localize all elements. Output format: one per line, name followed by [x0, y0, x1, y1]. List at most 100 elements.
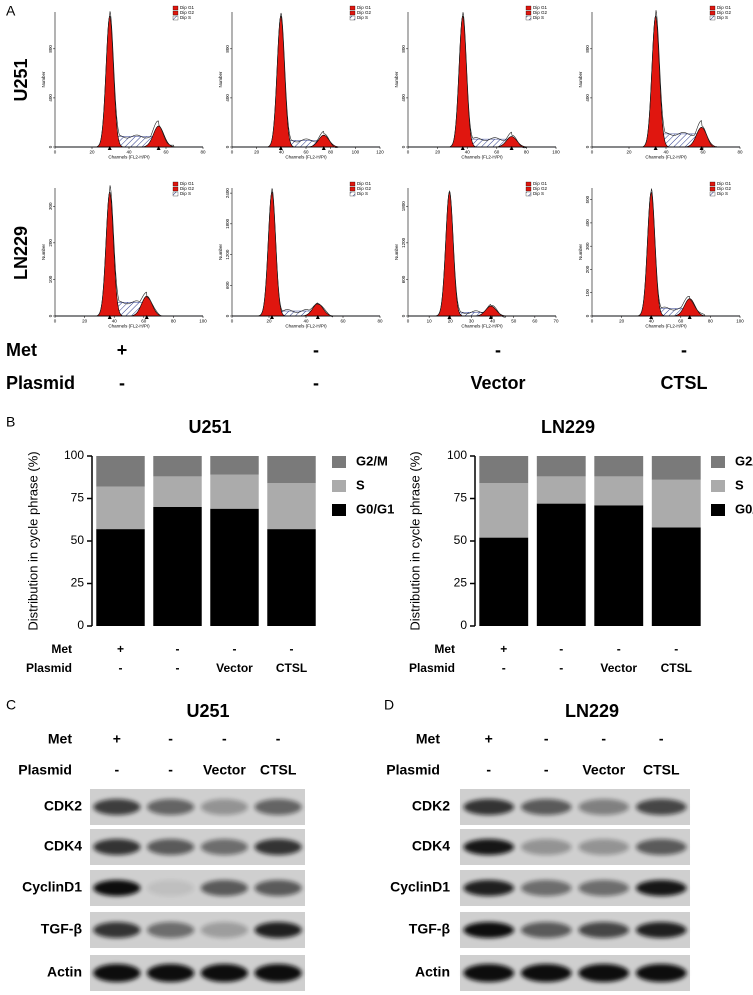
condition-label: Plasmid: [6, 373, 75, 393]
peak-marker: [269, 315, 274, 319]
legend-swatch: [711, 456, 725, 468]
blot-band: [254, 922, 302, 938]
legend-label: Dip G1: [717, 5, 732, 10]
legend-swatch: [332, 456, 346, 468]
blot-band: [200, 964, 249, 982]
legend-swatch: [709, 186, 716, 192]
condition-value: CTSL: [276, 661, 307, 675]
x-tick-label: 40: [663, 150, 669, 155]
x-tick-label: 0: [591, 319, 594, 324]
x-axis-label: Channels (FL2-H/PI): [461, 155, 503, 160]
y-tick-label: 400: [585, 94, 590, 102]
blot-band: [200, 880, 249, 896]
y-tick-label: 800: [48, 45, 53, 53]
condition-value: -: [659, 731, 664, 747]
blot-band: [146, 839, 195, 855]
condition-value: -: [313, 340, 319, 360]
peak-marker: [107, 315, 112, 319]
condition-value: -: [168, 731, 173, 747]
legend-label: Dip G2: [357, 10, 372, 15]
x-axis-label: Channels (FL2-H/PI): [108, 324, 150, 329]
y-tick-label: 200: [585, 265, 590, 273]
y-tick-label: 300: [48, 202, 53, 210]
bar-segment: [651, 479, 701, 528]
hist-outline: [592, 10, 740, 148]
y-tick-label: 0: [48, 145, 53, 148]
x-tick-label: 0: [231, 150, 234, 155]
blot-band: [254, 799, 302, 815]
legend-label: Dip S: [180, 15, 191, 20]
condition-value: CTSL: [661, 661, 692, 675]
y-tick-label: 500: [585, 195, 590, 203]
legend-swatch: [172, 10, 179, 16]
legend-swatch: [172, 186, 179, 192]
hist-g1: [592, 15, 740, 148]
legend-label: Dip S: [357, 191, 368, 196]
legend-label: Dip G2: [180, 10, 195, 15]
blot-band: [578, 964, 630, 982]
legend-label: Dip S: [533, 15, 544, 20]
x-tick-label: 20: [266, 319, 272, 324]
legend-label: S: [356, 477, 365, 492]
hist-outline: [408, 190, 556, 318]
protein-label: CDK2: [412, 798, 450, 814]
bar-segment: [267, 529, 316, 626]
peak-marker: [278, 146, 283, 150]
condition-value: +: [113, 731, 121, 747]
hist-g1: [55, 15, 203, 148]
legend-label: Dip G1: [180, 5, 195, 10]
legend-label: Dip G1: [180, 181, 195, 186]
x-tick-label: 80: [377, 319, 383, 324]
y-tick-label: 1200: [225, 249, 230, 260]
x-tick-label: 80: [524, 150, 530, 155]
protein-label: CDK4: [412, 838, 450, 854]
legend-label: Dip S: [180, 191, 191, 196]
blot-band: [520, 839, 572, 855]
legend-label: G2/M: [735, 453, 753, 468]
legend-swatch: [709, 181, 716, 187]
condition-label: Met: [416, 731, 440, 747]
condition-value: +: [117, 642, 124, 656]
x-tick-label: 0: [591, 150, 594, 155]
condition-label: Met: [48, 731, 72, 747]
hist-outline: [592, 188, 740, 317]
x-tick-label: 60: [494, 150, 500, 155]
x-tick-label: 40: [490, 319, 496, 324]
y-axis-label: Number: [578, 71, 583, 88]
panel-label: B: [6, 414, 15, 430]
blot-band: [463, 839, 515, 855]
blot-band: [93, 922, 141, 938]
legend-swatch: [332, 480, 346, 492]
condition-value: -: [119, 661, 123, 675]
legend-label: Dip G1: [357, 5, 372, 10]
x-tick-label: 120: [376, 150, 384, 155]
legend-swatch: [709, 10, 716, 16]
bar-segment: [153, 476, 202, 507]
x-tick-label: 100: [736, 319, 744, 324]
x-tick-label: 10: [427, 319, 433, 324]
hist-s-phase: [408, 138, 556, 148]
x-tick-label: 40: [279, 150, 285, 155]
blot-band: [200, 799, 249, 815]
legend-label: Dip G2: [357, 186, 372, 191]
condition-label: Met: [434, 642, 455, 656]
hist-s-phase: [55, 136, 203, 148]
y-tick-label: 600: [401, 275, 406, 283]
panel-label: D: [384, 697, 394, 713]
legend-swatch: [349, 15, 356, 21]
blot-band: [463, 799, 515, 815]
peak-marker: [144, 315, 149, 319]
peak-marker: [488, 315, 493, 319]
bar-segment: [479, 456, 529, 484]
y-tick-label: 0: [401, 314, 406, 317]
y-tick-label: 600: [225, 281, 230, 289]
x-tick-label: 40: [649, 319, 655, 324]
hist-outline: [408, 12, 556, 149]
x-tick-label: 80: [737, 150, 743, 155]
x-tick-label: 0: [407, 150, 410, 155]
row-label: U251: [11, 58, 31, 101]
peak-marker: [509, 146, 514, 150]
x-tick-label: 100: [352, 150, 360, 155]
bar-segment: [536, 476, 586, 504]
peak-marker: [156, 146, 161, 150]
